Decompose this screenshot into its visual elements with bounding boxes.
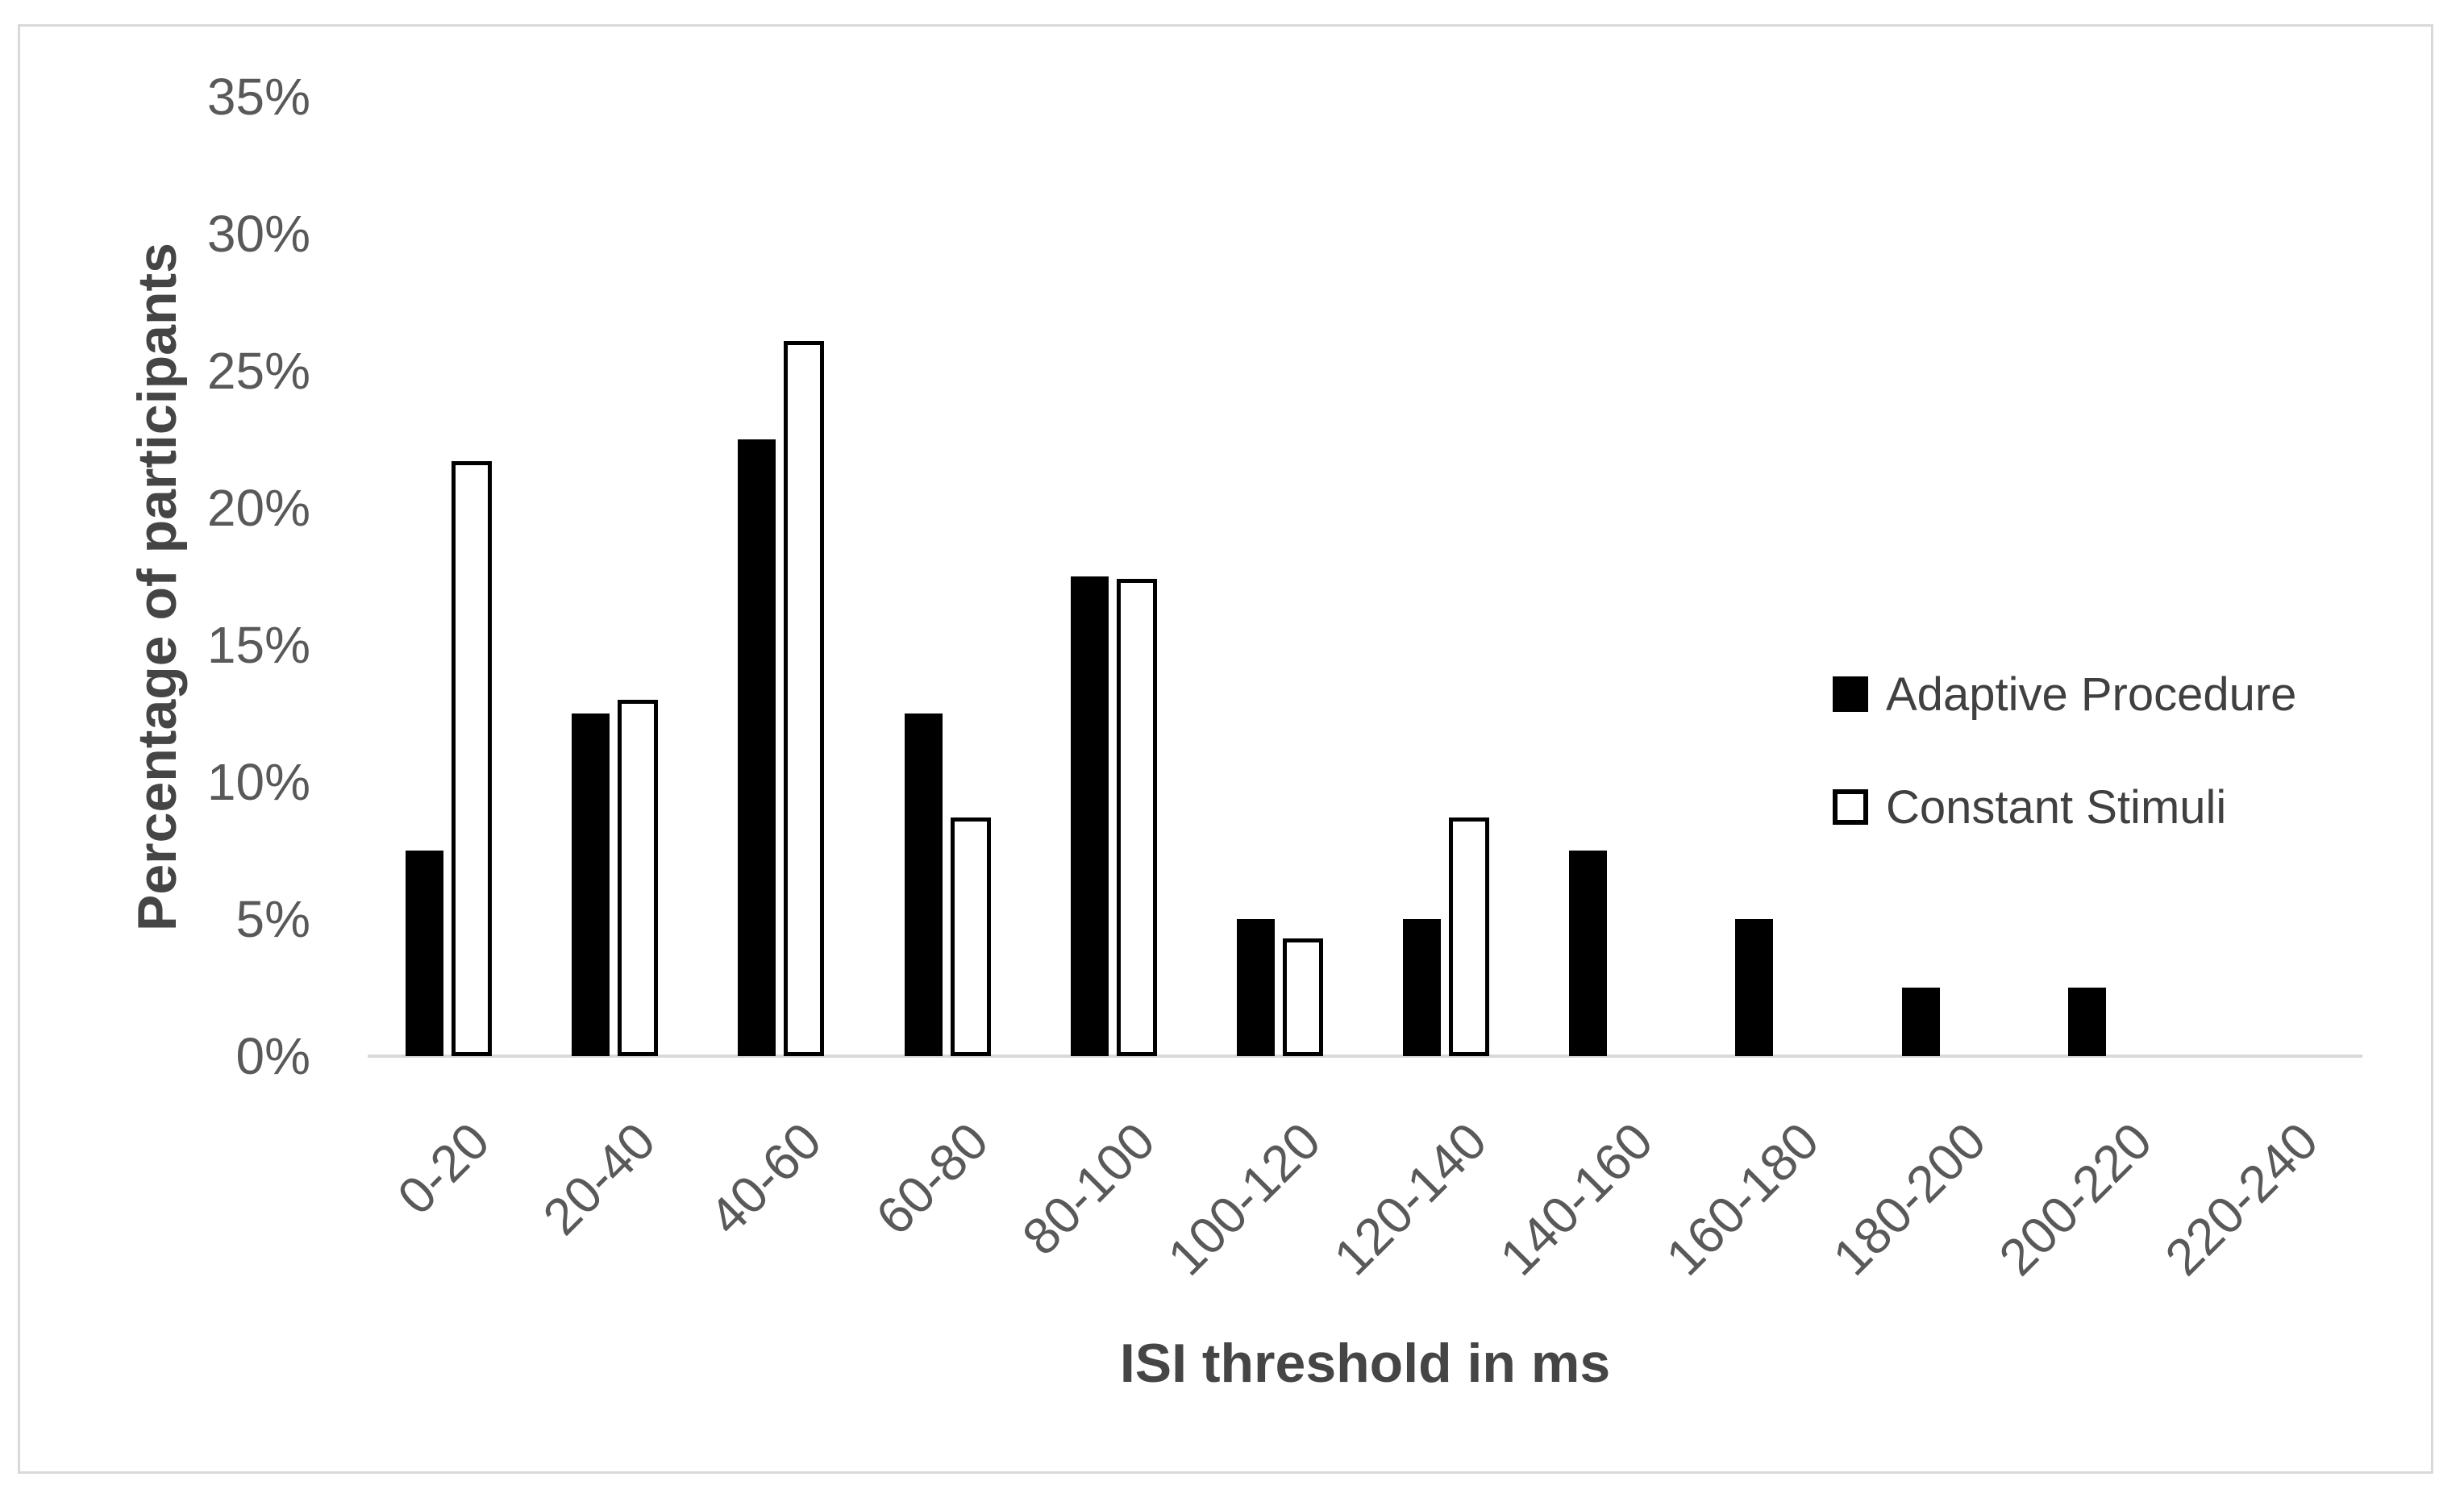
legend-label-adaptive-procedure: Adaptive Procedure bbox=[1886, 668, 2297, 721]
legend-swatch-filled-icon bbox=[1833, 676, 1868, 712]
bar-adaptive-procedure-40-60 bbox=[738, 439, 776, 1056]
y-tick-label-25: 25% bbox=[206, 342, 310, 400]
bar-adaptive-procedure-160-180 bbox=[1735, 919, 1773, 1056]
bar-constant-stimuli-20-40 bbox=[618, 700, 658, 1056]
y-tick-label-35: 35% bbox=[206, 68, 310, 126]
x-axis-line bbox=[368, 1055, 2362, 1058]
bar-constant-stimuli-60-80 bbox=[951, 817, 991, 1056]
bar-adaptive-procedure-80-100 bbox=[1071, 576, 1109, 1056]
bar-constant-stimuli-0-20 bbox=[452, 461, 492, 1056]
bar-adaptive-procedure-140-160 bbox=[1569, 851, 1607, 1056]
bar-adaptive-procedure-0-20 bbox=[406, 851, 443, 1056]
y-axis-title-text: Percentage of participants bbox=[127, 242, 188, 932]
bar-adaptive-procedure-20-40 bbox=[572, 713, 610, 1056]
bar-adaptive-procedure-120-140 bbox=[1403, 919, 1441, 1056]
y-tick-label-20: 20% bbox=[206, 479, 310, 537]
plot-area bbox=[368, 97, 2362, 1056]
x-axis-title: ISI threshold in ms bbox=[368, 1332, 2362, 1395]
bar-constant-stimuli-100-120 bbox=[1283, 938, 1323, 1056]
legend-item-adaptive-procedure: Adaptive Procedure bbox=[1833, 668, 2296, 721]
bar-constant-stimuli-120-140 bbox=[1449, 817, 1489, 1056]
legend-label-constant-stimuli: Constant Stimuli bbox=[1886, 780, 2227, 834]
bar-adaptive-procedure-180-200 bbox=[1902, 988, 1940, 1056]
bar-adaptive-procedure-100-120 bbox=[1237, 919, 1275, 1056]
legend-item-constant-stimuli: Constant Stimuli bbox=[1833, 781, 2296, 834]
figure-border bbox=[18, 24, 2433, 1474]
bar-adaptive-procedure-60-80 bbox=[905, 713, 943, 1056]
bar-constant-stimuli-80-100 bbox=[1117, 579, 1157, 1056]
y-tick-label-5: 5% bbox=[235, 890, 311, 948]
bar-adaptive-procedure-200-220 bbox=[2068, 988, 2106, 1056]
y-tick-label-30: 30% bbox=[206, 205, 310, 263]
y-tick-label-15: 15% bbox=[206, 616, 310, 674]
bar-constant-stimuli-40-60 bbox=[784, 341, 824, 1056]
x-axis-title-text: ISI threshold in ms bbox=[1119, 1333, 1611, 1394]
legend-swatch-outlined-icon bbox=[1833, 789, 1868, 825]
y-tick-label-10: 10% bbox=[206, 753, 310, 811]
y-tick-label-0: 0% bbox=[235, 1027, 311, 1085]
legend: Adaptive Procedure Constant Stimuli bbox=[1833, 668, 2296, 902]
